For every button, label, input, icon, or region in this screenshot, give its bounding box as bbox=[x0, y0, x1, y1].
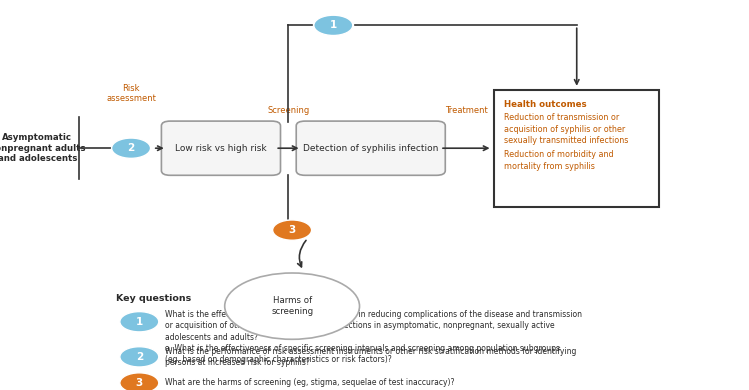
Text: 2: 2 bbox=[136, 352, 143, 362]
Text: 3: 3 bbox=[136, 378, 143, 388]
FancyBboxPatch shape bbox=[494, 90, 659, 207]
Text: 3: 3 bbox=[288, 225, 296, 235]
Text: Detection of syphilis infection: Detection of syphilis infection bbox=[303, 144, 438, 153]
Text: 1: 1 bbox=[330, 20, 337, 30]
Text: Reduction of morbidity and
mortality from syphilis: Reduction of morbidity and mortality fro… bbox=[503, 150, 613, 170]
Circle shape bbox=[120, 312, 159, 332]
Text: Low risk vs high risk: Low risk vs high risk bbox=[175, 144, 267, 153]
Ellipse shape bbox=[225, 273, 360, 339]
Circle shape bbox=[120, 373, 159, 390]
Text: Reduction of transmission or
acquisition of syphilis or other
sexually transmitt: Reduction of transmission or acquisition… bbox=[503, 113, 628, 145]
FancyBboxPatch shape bbox=[161, 121, 280, 176]
Text: Treatment: Treatment bbox=[445, 106, 488, 115]
Circle shape bbox=[314, 15, 353, 35]
Circle shape bbox=[112, 138, 151, 158]
Text: 1: 1 bbox=[136, 317, 143, 327]
Text: Key questions: Key questions bbox=[116, 294, 191, 303]
Text: Health outcomes: Health outcomes bbox=[503, 101, 586, 110]
Text: 2: 2 bbox=[127, 143, 135, 153]
Text: What is the performance of risk assessment instruments or other risk stratificat: What is the performance of risk assessme… bbox=[165, 347, 576, 367]
Circle shape bbox=[273, 220, 312, 240]
Text: What are the harms of screening (eg, stigma, sequelae of test inaccuracy)?: What are the harms of screening (eg, sti… bbox=[165, 378, 455, 387]
FancyBboxPatch shape bbox=[296, 121, 445, 176]
Text: Risk
assessment: Risk assessment bbox=[106, 84, 156, 103]
Text: Screening: Screening bbox=[267, 106, 309, 115]
Circle shape bbox=[120, 347, 159, 367]
Text: Asymptomatic
nonpregnant adults
and adolescents: Asymptomatic nonpregnant adults and adol… bbox=[0, 133, 85, 163]
Text: What is the effectiveness of screening for syphilis in reducing complications of: What is the effectiveness of screening f… bbox=[165, 310, 582, 365]
Text: Harms of
screening: Harms of screening bbox=[271, 296, 313, 316]
